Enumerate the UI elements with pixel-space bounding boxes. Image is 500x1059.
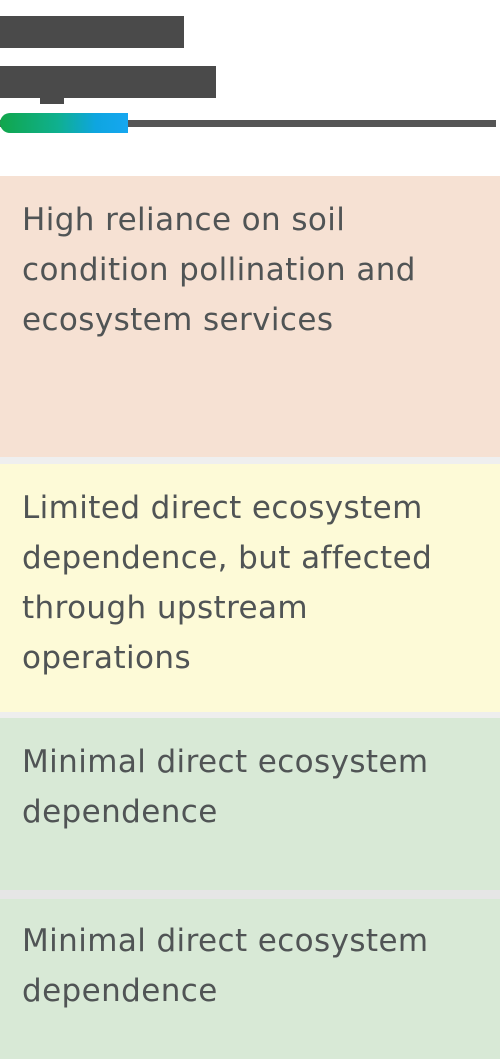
row-divider — [0, 457, 500, 464]
dependency-rows: High reliance on soil condition pollinat… — [0, 176, 500, 1059]
row-minimal-direct-2: Minimal direct ecosystem dependence — [0, 899, 500, 1059]
row-limited-direct: Limited direct ecosystem dependence, but… — [0, 464, 500, 712]
header-accent-bar — [0, 113, 128, 133]
redacted-title-line-1 — [0, 16, 184, 48]
redacted-title-descender — [40, 94, 64, 104]
row-minimal-direct: Minimal direct ecosystem dependence — [0, 718, 500, 890]
row-divider — [0, 712, 500, 718]
header-divider-track — [0, 120, 496, 127]
redacted-title-line-2 — [0, 66, 216, 98]
header — [0, 0, 500, 160]
row-divider — [0, 890, 500, 899]
row-high-reliance: High reliance on soil condition pollinat… — [0, 176, 500, 457]
